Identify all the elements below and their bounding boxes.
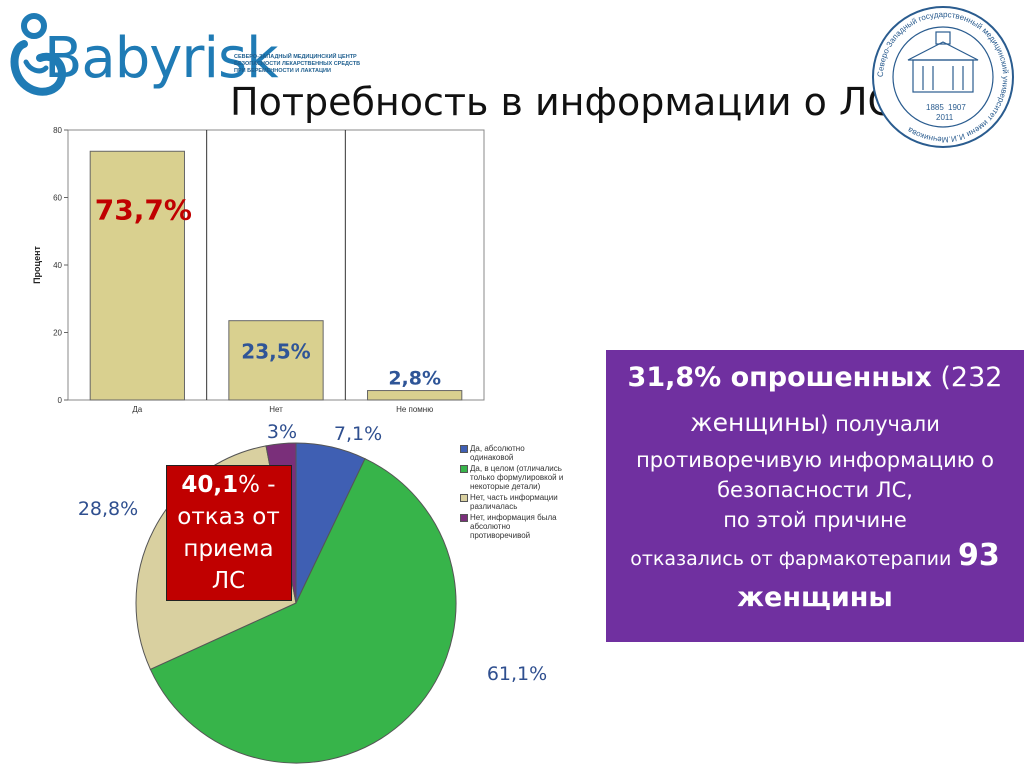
summary-line-4: безопасности ЛС, bbox=[717, 478, 913, 502]
y-tick-label: 20 bbox=[53, 329, 62, 338]
refusal-line-3: приема bbox=[183, 536, 274, 562]
y-tick-label: 80 bbox=[53, 126, 62, 135]
bar-data-label: 2,8% bbox=[388, 368, 441, 390]
bar-3 bbox=[367, 390, 463, 401]
legend-swatch bbox=[460, 445, 468, 453]
bar-data-label: 23,5% bbox=[241, 340, 310, 364]
summary-line-2: женщины) получали bbox=[690, 408, 940, 437]
y-axis-label: Процент bbox=[32, 245, 42, 283]
legend-item: Да, в целом (отличались только формулиро… bbox=[460, 464, 600, 491]
logo-mother-child-icon bbox=[10, 13, 66, 96]
summary-line-1: 31,8% опрошенных (232 bbox=[627, 362, 1003, 393]
pie-slice-2 bbox=[149, 457, 457, 764]
legend-item: Нет, часть информации различалась bbox=[460, 493, 600, 511]
legend-swatch bbox=[460, 465, 468, 473]
legend-swatch bbox=[460, 494, 468, 502]
page-title: Потребность в информации о ЛС bbox=[230, 80, 895, 124]
seal-year-1885: 1885 bbox=[926, 103, 944, 112]
summary-box: 31,8% опрошенных (232 женщины) получали … bbox=[606, 350, 1024, 642]
x-tick-label: Нет bbox=[269, 405, 283, 414]
building-icon bbox=[907, 31, 979, 93]
refusal-line-2: отказ от bbox=[177, 504, 280, 530]
summary-line-6: отказались от фармакотерапии 93 bbox=[630, 538, 1000, 573]
x-tick-label: Не помню bbox=[396, 405, 433, 414]
refusal-callout: 40,1% - отказ от приема ЛС bbox=[166, 465, 292, 601]
legend-swatch bbox=[460, 514, 468, 522]
bar-data-label: 73,7% bbox=[95, 193, 192, 226]
summary-line-5: по этой причине bbox=[723, 508, 907, 532]
legend-item: Да, абсолютно одинаковой bbox=[460, 444, 600, 462]
y-tick-label: 60 bbox=[53, 194, 62, 203]
pie-data-label: 3% bbox=[267, 421, 297, 443]
y-tick-label: 0 bbox=[58, 396, 63, 405]
refusal-line-1: 40,1% - bbox=[181, 472, 276, 498]
refusal-line-4: ЛС bbox=[211, 568, 246, 594]
logo-subtitle: СЕВЕРО-ЗАПАДНЫЙ МЕДИЦИНСКИЙ ЦЕНТР БЕЗОПА… bbox=[234, 54, 361, 74]
pie-data-label: 28,8% bbox=[78, 498, 138, 520]
seal-year-1907: 1907 bbox=[948, 103, 966, 112]
x-tick-label: Да bbox=[132, 405, 142, 414]
legend-item: Нет, информация была абсолютно противоре… bbox=[460, 513, 600, 540]
bar-2 bbox=[228, 320, 324, 401]
summary-line-7: женщины bbox=[737, 582, 893, 613]
babyrisk-logo: Babyrisk СЕВЕРО-ЗАПАДНЫЙ МЕДИЦИНСКИЙ ЦЕН… bbox=[6, 4, 366, 100]
logo-wordmark: Babyrisk bbox=[44, 26, 279, 91]
y-tick-label: 40 bbox=[53, 261, 62, 270]
pie-data-label: 61,1% bbox=[487, 663, 547, 685]
summary-line-3: противоречивую информацию о bbox=[636, 448, 994, 472]
pie-data-label: 7,1% bbox=[334, 423, 382, 445]
pie-legend: Да, абсолютно одинаковой Да, в целом (от… bbox=[460, 444, 600, 542]
university-seal: Северо-Западный государственный медицинс… bbox=[872, 6, 1014, 148]
bar-1 bbox=[89, 150, 185, 401]
seal-year-2011: 2011 bbox=[936, 113, 954, 122]
